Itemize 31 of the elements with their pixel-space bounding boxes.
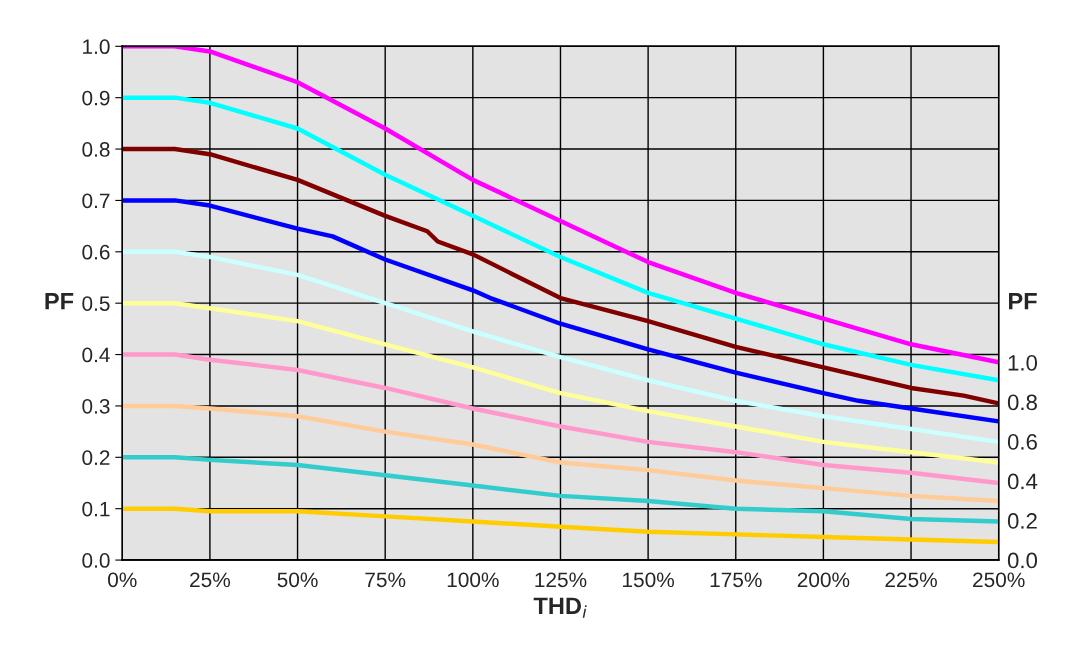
y2-tick-label: 0.4 [1007, 473, 1038, 490]
y-tick-label: 0.9 [82, 90, 110, 106]
y-tick-label: 0.0 [82, 553, 110, 568]
x-tick-label: 50% [277, 572, 318, 588]
x-axis-title: THD$_{i}$ [533, 597, 587, 618]
y-tick-label: 0.6 [82, 244, 110, 260]
y-tick-label: 0.2 [82, 450, 110, 466]
x-tick-label: 150% [623, 572, 675, 588]
y-axis-title: PF [45, 293, 74, 310]
x-tick-label: 200% [797, 572, 850, 588]
y-tick-label: 0.7 [82, 193, 110, 209]
x-tick-label: 75% [365, 572, 406, 588]
y-tick-label: 0.8 [82, 142, 110, 157]
x-tick-label: 0% [108, 572, 137, 588]
y2-tick-label: 0.6 [1007, 434, 1037, 450]
y2-tick-label: 0.8 [1007, 394, 1037, 411]
y-tick-label: 1.0 [83, 39, 110, 55]
y-tick-label: 0.4 [82, 347, 110, 363]
x-tick-label: 225% [885, 572, 937, 588]
x-tick-label: 125% [535, 572, 587, 588]
x-tick-label: 100% [447, 572, 499, 588]
y2-axis-title: PF [1009, 293, 1037, 310]
y2-tick-label: 0.2 [1007, 513, 1037, 529]
x-tick-label: 25% [190, 572, 231, 588]
y-tick-label: 0.1 [82, 501, 110, 517]
y-tick-label: 0.3 [82, 398, 110, 414]
y2-tick-label: 0.0 [1007, 552, 1038, 569]
x-tick-label: 250% [973, 572, 1025, 588]
x-tick-label: 175% [710, 572, 762, 588]
y2-tick-label: 1.0 [1008, 355, 1038, 371]
y-tick-label: 0.5 [82, 296, 110, 311]
